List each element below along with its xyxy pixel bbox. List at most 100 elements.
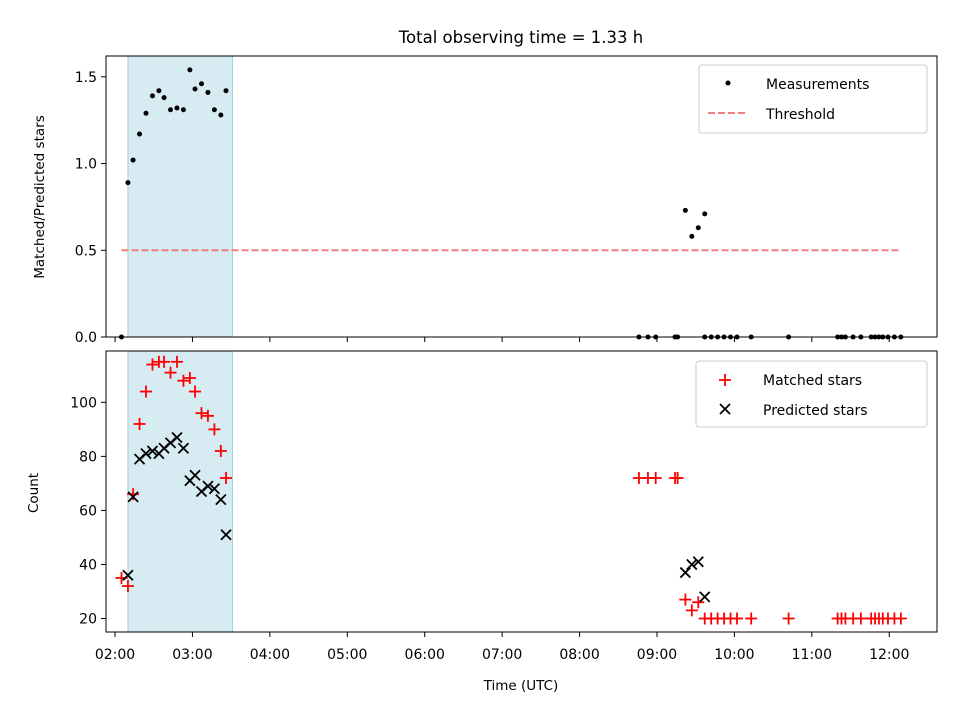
predicted-point (146, 445, 159, 457)
measurement-point (198, 81, 204, 87)
predicted-point (177, 442, 190, 454)
y-tick-label: 0.5 (75, 243, 97, 259)
matched-point (183, 372, 196, 385)
legend-threshold-label: Threshold (765, 107, 835, 123)
measurement-point (187, 67, 193, 73)
matched-point (140, 385, 153, 398)
measurement-point (682, 207, 688, 213)
x-tick-label: 05:00 (327, 647, 367, 663)
chart-title: Total observing time = 1.33 h (398, 28, 643, 47)
bottom-y-axis: 20 40 60 80 100 (70, 395, 106, 627)
bottom-legend: Matched stars Predicted stars (695, 360, 928, 428)
x-tick-label: 07:00 (482, 647, 522, 663)
x-tick-label: 08:00 (559, 647, 599, 663)
bottom-legend-box (695, 360, 928, 428)
matched-point (208, 423, 221, 436)
y-tick-label: 80 (79, 449, 97, 465)
measurement-point (223, 88, 229, 94)
predicted-point (140, 448, 152, 460)
matched-point (671, 471, 684, 484)
top-legend-box (698, 64, 928, 134)
bottom-y-label: Count (26, 473, 42, 513)
legend-matched-marker (719, 374, 731, 386)
x-axis-label: Time (UTC) (483, 678, 559, 694)
predicted-point (686, 558, 698, 571)
measurement-point (156, 88, 162, 94)
measurement-point (143, 110, 149, 116)
x-tick-label: 04:00 (250, 647, 290, 663)
measurement-point (174, 105, 180, 111)
x-tick-label: 12:00 (869, 647, 909, 663)
x-tick-label: 03:00 (172, 647, 212, 663)
x-tick-label: 06:00 (405, 647, 445, 663)
top-plot-frame (105, 55, 938, 338)
matched-point (649, 471, 662, 484)
bottom-plot-frame (105, 350, 938, 633)
predicted-point (122, 569, 134, 581)
predicted-point (189, 469, 201, 481)
predicted-point (699, 591, 711, 603)
matched-point (679, 593, 692, 606)
measurement-point (192, 86, 198, 92)
predicted-point (202, 480, 214, 492)
matched-point (195, 407, 208, 420)
measurement-point (149, 93, 155, 99)
measurement-point (205, 89, 211, 95)
matched-point (189, 385, 202, 398)
legend-measurements-label: Measurements (766, 77, 869, 93)
measurement-point (211, 107, 217, 113)
top-shaded-interval (127, 55, 233, 338)
x-tick-label: 10:00 (714, 647, 754, 663)
y-tick-label: 20 (79, 611, 97, 627)
x-tick-label: 09:00 (637, 647, 677, 663)
y-tick-label: 100 (70, 395, 97, 411)
matched-point (164, 366, 177, 379)
measurement-point (180, 107, 186, 113)
measurement-point (137, 131, 143, 137)
legend-predicted-label: Predicted stars (763, 403, 868, 419)
matched-point (170, 355, 183, 368)
y-tick-label: 0.0 (75, 330, 97, 346)
bottom-series (115, 355, 907, 625)
bottom-panel: 20 40 60 80 100 02:00 03:00 04:00 05:00 06:00 07:… (26, 350, 938, 694)
bottom-x-axis: 02:00 03:00 04:00 05:00 06:00 07:00 08:00 09:00… (95, 632, 909, 663)
top-legend: Measurements Threshold (698, 64, 928, 134)
measurement-point (161, 95, 167, 101)
y-tick-label: 60 (79, 503, 97, 519)
matched-point (782, 612, 795, 625)
measurement-point (218, 112, 224, 118)
matched-point (121, 580, 134, 593)
matched-point (730, 612, 743, 625)
matched-point (745, 612, 758, 625)
matched-point (854, 612, 867, 625)
matched-point (692, 596, 705, 609)
measurement-point (168, 107, 174, 113)
x-tick-label: 11:00 (792, 647, 832, 663)
measurement-point (130, 157, 136, 163)
y-tick-label: 40 (79, 557, 97, 573)
predicted-point (679, 566, 692, 579)
x-tick-label: 02:00 (95, 647, 135, 663)
matched-point (214, 444, 227, 457)
y-tick-label: 1.5 (75, 70, 97, 86)
predicted-point (220, 529, 232, 541)
top-x-ticks (114, 337, 890, 342)
predicted-point (208, 483, 221, 495)
predicted-point (171, 431, 183, 444)
matched-point (220, 471, 233, 484)
y-tick-label: 1.0 (75, 157, 97, 173)
matched-point (158, 355, 171, 368)
matched-point (685, 604, 698, 617)
top-y-axis: 0.0 0.5 1.0 1.5 (75, 70, 106, 346)
predicted-point (215, 493, 227, 506)
matched-point (133, 417, 146, 430)
legend-measurements-marker (725, 80, 731, 86)
measurement-point (125, 180, 131, 186)
measurement-point (695, 225, 701, 231)
matched-point (177, 374, 190, 387)
top-panel: Total observing time = 1.33 h 0.0 0.5 1.0 1… (32, 28, 938, 346)
matched-point (201, 409, 214, 422)
predicted-point (692, 556, 704, 568)
measurement-point (702, 211, 708, 217)
